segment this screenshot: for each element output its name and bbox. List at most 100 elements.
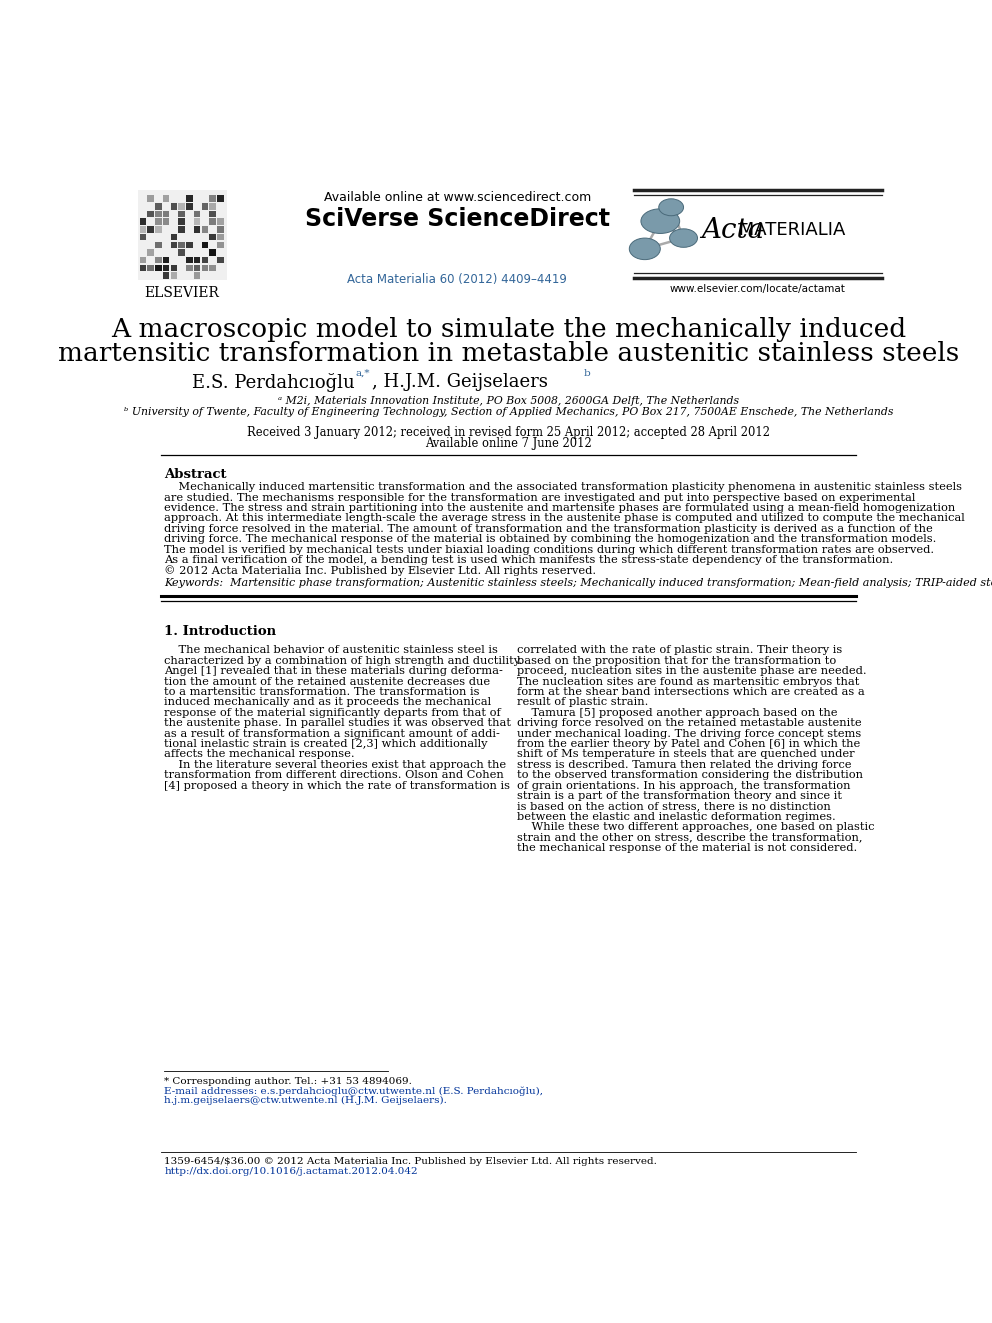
Bar — [179, 249, 185, 255]
Text: The nucleation sites are found as martensitic embryos that: The nucleation sites are found as marten… — [517, 676, 859, 687]
Text: The model is verified by mechanical tests under biaxial loading conditions durin: The model is verified by mechanical test… — [165, 545, 934, 554]
Text: form at the shear band intersections which are created as a: form at the shear band intersections whi… — [517, 687, 865, 697]
Bar — [217, 226, 223, 233]
Bar — [155, 265, 162, 271]
Text: ELSEVIER: ELSEVIER — [145, 286, 219, 300]
Text: Available online 7 June 2012: Available online 7 June 2012 — [425, 438, 592, 451]
Bar — [193, 226, 200, 233]
Bar — [155, 242, 162, 249]
Ellipse shape — [629, 238, 661, 259]
Bar — [193, 273, 200, 279]
Text: response of the material significantly departs from that of: response of the material significantly d… — [165, 708, 501, 718]
Bar — [140, 234, 146, 241]
Bar — [163, 273, 170, 279]
Bar — [201, 257, 208, 263]
Bar — [209, 249, 216, 255]
Bar — [179, 242, 185, 249]
Bar — [193, 265, 200, 271]
Bar — [179, 226, 185, 233]
Text: * Corresponding author. Tel.: +31 53 4894069.: * Corresponding author. Tel.: +31 53 489… — [165, 1077, 412, 1086]
Text: While these two different approaches, one based on plastic: While these two different approaches, on… — [517, 822, 874, 832]
Bar — [186, 242, 192, 249]
Text: 1359-6454/$36.00 © 2012 Acta Materialia Inc. Published by Elsevier Ltd. All righ: 1359-6454/$36.00 © 2012 Acta Materialia … — [165, 1156, 657, 1166]
Text: E.S. Perdahcıoğlu: E.S. Perdahcıoğlu — [192, 373, 355, 392]
Text: Available online at www.sciencedirect.com: Available online at www.sciencedirect.co… — [323, 191, 591, 204]
Bar — [171, 234, 178, 241]
Text: approach. At this intermediate length-scale the average stress in the austenite : approach. At this intermediate length-sc… — [165, 513, 965, 524]
Bar — [140, 257, 146, 263]
Bar — [193, 257, 200, 263]
Bar — [201, 226, 208, 233]
Text: strain is a part of the transformation theory and since it: strain is a part of the transformation t… — [517, 791, 842, 800]
Text: E-mail addresses: e.s.perdahcioglu@ctw.utwente.nl (E.S. Perdahcıoğlu),: E-mail addresses: e.s.perdahcioglu@ctw.u… — [165, 1086, 544, 1097]
Text: to the observed transformation considering the distribution: to the observed transformation consideri… — [517, 770, 863, 781]
Bar — [163, 196, 170, 202]
Bar — [193, 218, 200, 225]
Text: www.elsevier.com/locate/actamat: www.elsevier.com/locate/actamat — [670, 284, 846, 294]
Text: ᵇ University of Twente, Faculty of Engineering Technology, Section of Applied Me: ᵇ University of Twente, Faculty of Engin… — [124, 407, 893, 418]
Bar — [186, 265, 192, 271]
Text: [4] proposed a theory in which the rate of transformation is: [4] proposed a theory in which the rate … — [165, 781, 510, 791]
Text: a,*: a,* — [356, 369, 370, 378]
Text: Angel [1] revealed that in these materials during deforma-: Angel [1] revealed that in these materia… — [165, 667, 503, 676]
Text: evidence. The stress and strain partitioning into the austenite and martensite p: evidence. The stress and strain partitio… — [165, 503, 955, 513]
Bar — [171, 242, 178, 249]
Bar — [171, 265, 178, 271]
Bar — [193, 210, 200, 217]
Text: the austenite phase. In parallel studies it was observed that: the austenite phase. In parallel studies… — [165, 718, 511, 728]
Text: martensitic transformation in metastable austenitic stainless steels: martensitic transformation in metastable… — [58, 341, 959, 366]
Bar — [138, 189, 227, 280]
Text: 1. Introduction: 1. Introduction — [165, 626, 277, 639]
Text: result of plastic strain.: result of plastic strain. — [517, 697, 649, 708]
Bar — [171, 273, 178, 279]
Text: from the earlier theory by Patel and Cohen [6] in which the: from the earlier theory by Patel and Coh… — [517, 740, 860, 749]
Text: ᵃ M2i, Materials Innovation Institute, PO Box 5008, 2600GA Delft, The Netherland: ᵃ M2i, Materials Innovation Institute, P… — [278, 396, 739, 406]
Bar — [155, 226, 162, 233]
Text: MATERIALIA: MATERIALIA — [733, 221, 845, 239]
Text: Abstract: Abstract — [165, 468, 227, 482]
Bar — [209, 202, 216, 209]
Text: Received 3 January 2012; received in revised form 25 April 2012; accepted 28 Apr: Received 3 January 2012; received in rev… — [247, 426, 770, 439]
Text: b: b — [583, 369, 590, 378]
Bar — [186, 202, 192, 209]
Text: is based on the action of stress, there is no distinction: is based on the action of stress, there … — [517, 802, 830, 811]
Text: As a final verification of the model, a bending test is used which manifests the: As a final verification of the model, a … — [165, 554, 894, 565]
Bar — [201, 242, 208, 249]
Text: under mechanical loading. The driving force concept stems: under mechanical loading. The driving fo… — [517, 729, 861, 738]
Text: The mechanical behavior of austenitic stainless steel is: The mechanical behavior of austenitic st… — [165, 646, 498, 655]
Text: In the literature several theories exist that approach the: In the literature several theories exist… — [165, 759, 507, 770]
Bar — [163, 265, 170, 271]
Bar — [163, 257, 170, 263]
Bar — [179, 210, 185, 217]
Bar — [163, 210, 170, 217]
Bar — [179, 218, 185, 225]
Ellipse shape — [641, 209, 680, 233]
Text: strain and the other on stress, describe the transformation,: strain and the other on stress, describe… — [517, 832, 862, 843]
Text: driving force resolved on the retained metastable austenite: driving force resolved on the retained m… — [517, 718, 861, 728]
Bar — [186, 196, 192, 202]
Ellipse shape — [670, 229, 697, 247]
Text: as a result of transformation a significant amount of addi-: as a result of transformation a signific… — [165, 729, 500, 738]
Text: characterized by a combination of high strength and ductility.: characterized by a combination of high s… — [165, 656, 523, 665]
Text: correlated with the rate of plastic strain. Their theory is: correlated with the rate of plastic stra… — [517, 646, 842, 655]
Text: © 2012 Acta Materialia Inc. Published by Elsevier Ltd. All rights reserved.: © 2012 Acta Materialia Inc. Published by… — [165, 565, 596, 576]
Ellipse shape — [659, 198, 683, 216]
Text: proceed, nucleation sites in the austenite phase are needed.: proceed, nucleation sites in the austeni… — [517, 667, 867, 676]
Bar — [217, 257, 223, 263]
Bar — [201, 265, 208, 271]
Text: A macroscopic model to simulate the mechanically induced: A macroscopic model to simulate the mech… — [111, 316, 906, 341]
Bar — [209, 234, 216, 241]
Text: Acta: Acta — [701, 217, 765, 243]
Text: affects the mechanical response.: affects the mechanical response. — [165, 749, 355, 759]
Bar — [171, 202, 178, 209]
Text: Keywords:  Martensitic phase transformation; Austenitic stainless steels; Mechan: Keywords: Martensitic phase transformati… — [165, 578, 992, 587]
Bar — [209, 265, 216, 271]
Bar — [140, 265, 146, 271]
Bar — [155, 257, 162, 263]
Text: driving force resolved in the material. The amount of transformation and the tra: driving force resolved in the material. … — [165, 524, 933, 533]
Bar — [186, 257, 192, 263]
Bar — [201, 202, 208, 209]
Text: tion the amount of the retained austenite decreases due: tion the amount of the retained austenit… — [165, 676, 490, 687]
Text: stress is described. Tamura then related the driving force: stress is described. Tamura then related… — [517, 759, 851, 770]
Text: induced mechanically and as it proceeds the mechanical: induced mechanically and as it proceeds … — [165, 697, 491, 708]
